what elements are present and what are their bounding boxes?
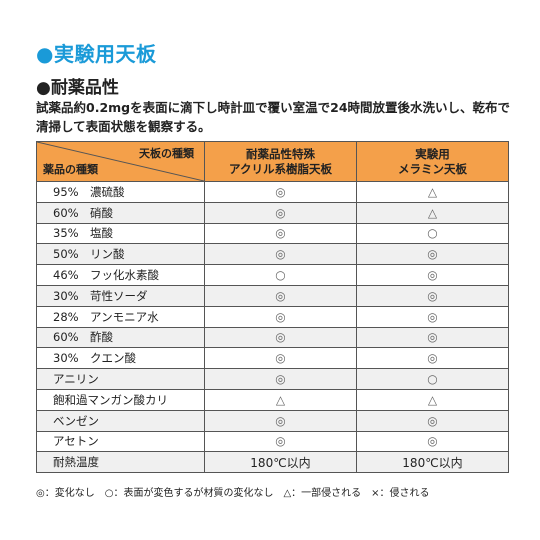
acryl-rating-cell: ○ [204, 264, 357, 286]
acryl-rating-cell: ◎ [204, 305, 357, 328]
melamine-rating-cell: ○ [356, 368, 509, 390]
table-row: 95% 濃硫酸 ◎ △ [36, 181, 509, 203]
melamine-rating-cell: ◎ [356, 326, 509, 349]
chemical-name-cell: アニリン [36, 368, 205, 390]
melamine-header-cell: 実験用 メラミン天板 [356, 141, 509, 182]
chemical-name-cell: 飽和過マンガン酸カリ [36, 388, 205, 411]
melamine-rating-cell: ◎ [356, 243, 509, 266]
table-row: ベンゼン ◎ ◎ [36, 409, 509, 432]
acryl-rating-cell: △ [204, 388, 357, 411]
chemical-name-cell: 46% フッ化水素酸 [36, 264, 205, 286]
diagonal-divider [37, 142, 204, 181]
acryl-rating-cell: ◎ [204, 181, 357, 203]
acryl-rating-cell: ◎ [204, 326, 357, 349]
heat-resistance-row: 耐熱温度 180℃以内 180℃以内 [36, 451, 509, 474]
table-row: 46% フッ化水素酸 ○ ◎ [36, 264, 509, 286]
melamine-rating-cell: ◎ [356, 284, 509, 307]
acryl-rating-cell: ◎ [204, 430, 357, 453]
section-title: ●耐薬品性 [36, 78, 119, 98]
chemical-name-cell: アセトン [36, 430, 205, 453]
chemical-name-cell: 50% リン酸 [36, 243, 205, 266]
melamine-rating-cell: ◎ [356, 347, 509, 370]
board-type-label: 天板の種類 [139, 147, 194, 160]
acryl-rating-cell: ◎ [204, 284, 357, 307]
acryl-rating-cell: ◎ [204, 201, 357, 224]
chemical-name-cell: 28% アンモニア水 [36, 305, 205, 328]
chemical-resistance-table: 天板の種類 薬品の種類 耐薬品性特殊 アクリル系樹脂天板 実験用 メラミン天板 … [36, 141, 509, 474]
table-row: 60% 硝酸 ◎ △ [36, 201, 509, 224]
acryl-rating-cell: ◎ [204, 222, 357, 245]
table-row: 35% 塩酸 ◎ ○ [36, 222, 509, 245]
heat-resistance-label: 耐熱温度 [36, 451, 205, 474]
table-row: 60% 酢酸 ◎ ◎ [36, 326, 509, 349]
chemical-name-cell: 95% 濃硫酸 [36, 181, 205, 203]
melamine-rating-cell: △ [356, 181, 509, 203]
melamine-header-line2: メラミン天板 [398, 161, 467, 176]
melamine-rating-cell: ◎ [356, 409, 509, 432]
table-row: 飽和過マンガン酸カリ △ △ [36, 388, 509, 411]
acryl-rating-cell: ◎ [204, 243, 357, 266]
melamine-rating-cell: ◎ [356, 264, 509, 286]
acryl-rating-cell: ◎ [204, 409, 357, 432]
chemical-name-cell: 60% 硝酸 [36, 201, 205, 224]
table-row: アニリン ◎ ○ [36, 368, 509, 390]
table-row: アセトン ◎ ◎ [36, 430, 509, 453]
acryl-header-cell: 耐薬品性特殊 アクリル系樹脂天板 [204, 141, 357, 182]
page-title: ●実験用天板 [36, 42, 157, 66]
chemical-name-cell: 30% クエン酸 [36, 347, 205, 370]
chemical-name-cell: 30% 苛性ソーダ [36, 284, 205, 307]
acryl-rating-cell: ◎ [204, 368, 357, 390]
melamine-rating-cell: △ [356, 201, 509, 224]
melamine-heat-cell: 180℃以内 [356, 451, 509, 474]
chemical-name-cell: 35% 塩酸 [36, 222, 205, 245]
melamine-rating-cell: ○ [356, 222, 509, 245]
table-row: 30% 苛性ソーダ ◎ ◎ [36, 284, 509, 307]
chemical-name-cell: 60% 酢酸 [36, 326, 205, 349]
melamine-rating-cell: △ [356, 388, 509, 411]
test-description: 試薬品約0.2mgを表面に滴下し時計皿で覆い室温で24時間放置後水洗いし、乾布で… [36, 100, 511, 134]
acryl-rating-cell: ◎ [204, 347, 357, 370]
acryl-header-line1: 耐薬品性特殊 [246, 146, 315, 161]
acryl-heat-cell: 180℃以内 [204, 451, 357, 474]
melamine-rating-cell: ◎ [356, 430, 509, 453]
melamine-header-line1: 実験用 [415, 146, 450, 161]
table-row: 30% クエン酸 ◎ ◎ [36, 347, 509, 370]
corner-header-cell: 天板の種類 薬品の種類 [36, 141, 205, 182]
acryl-header-line2: アクリル系樹脂天板 [229, 161, 332, 176]
table-header-row: 天板の種類 薬品の種類 耐薬品性特殊 アクリル系樹脂天板 実験用 メラミン天板 [36, 141, 509, 182]
table-row: 28% アンモニア水 ◎ ◎ [36, 305, 509, 328]
table-row: 50% リン酸 ◎ ◎ [36, 243, 509, 266]
chemical-name-cell: ベンゼン [36, 409, 205, 432]
melamine-rating-cell: ◎ [356, 305, 509, 328]
legend-note: ◎：変化なし ○：表面が変色するが材質の変化なし △：一部侵される ×：侵される [36, 488, 430, 499]
chemical-type-label: 薬品の種類 [43, 163, 98, 176]
